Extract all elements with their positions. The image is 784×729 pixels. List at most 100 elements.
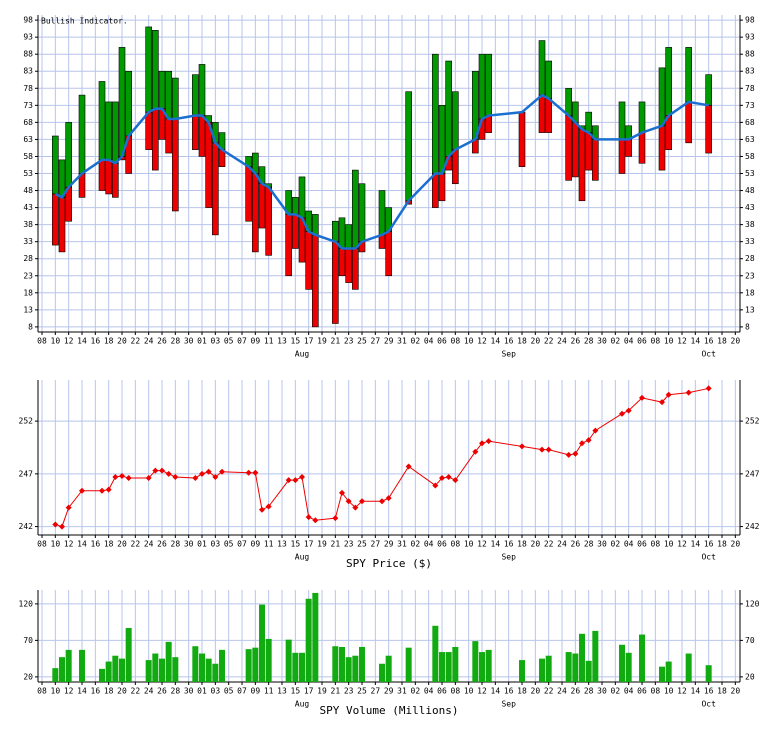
volume-bar: [472, 641, 479, 682]
price-marker: [159, 467, 165, 474]
x-tick-label: 11: [264, 540, 274, 549]
up-bar: [158, 70, 166, 110]
x-tick-label: 12: [477, 687, 487, 696]
x-tick-label: 22: [131, 687, 141, 696]
x-tick-label: 12: [64, 687, 74, 696]
up-bar: [118, 47, 126, 157]
x-tick-label: 02: [611, 337, 621, 346]
price-marker: [305, 514, 312, 521]
x-tick-label: 03: [211, 540, 221, 549]
volume-bar: [205, 658, 212, 682]
up-bar: [545, 60, 552, 99]
x-tick-label: 08: [451, 337, 461, 346]
up-bar: [585, 111, 592, 133]
month-label: Sep: [501, 350, 516, 359]
x-tick-label: 16: [504, 540, 514, 549]
price-marker: [452, 477, 459, 484]
up-bar: [345, 224, 352, 249]
up-bar: [292, 197, 299, 215]
x-tick-label: 16: [704, 337, 714, 346]
volume-bar: [145, 660, 152, 682]
volume-bar: [545, 655, 552, 682]
y-tick-label: 68: [745, 118, 755, 127]
x-tick-label: 27: [371, 337, 381, 346]
price-marker: [245, 469, 252, 476]
up-bar: [438, 105, 446, 174]
price-marker: [205, 468, 212, 475]
price-marker: [165, 470, 172, 477]
x-tick-label: 14: [491, 337, 501, 346]
volume-bar: [585, 660, 592, 682]
x-tick-label: 20: [531, 687, 541, 696]
x-tick-label: 18: [717, 687, 727, 696]
month-label: Oct: [701, 700, 716, 709]
x-tick-label: 22: [544, 337, 554, 346]
volume-bar: [292, 652, 299, 682]
volume-bar: [152, 653, 159, 682]
month-label: Oct: [701, 350, 716, 359]
y-tick-label: 48: [23, 186, 33, 195]
y-tick-label: 58: [745, 152, 755, 161]
chart-title: Bullish Indicator.: [41, 17, 128, 26]
x-tick-label: 05: [224, 540, 234, 549]
x-tick-label: 01: [197, 540, 207, 549]
up-bar: [378, 190, 386, 236]
volume-bar: [285, 639, 292, 682]
x-tick-label: 24: [557, 337, 567, 346]
y-tick-label: 28: [23, 254, 33, 263]
x-tick-label: 28: [171, 540, 181, 549]
volume-bar: [379, 663, 385, 682]
down-bar: [105, 159, 112, 195]
y-tick-label: 242: [745, 522, 760, 531]
price-marker: [112, 474, 119, 481]
x-tick-label: 22: [131, 337, 141, 346]
down-bar: [378, 234, 386, 249]
volume-bar: [299, 652, 305, 682]
up-bar: [565, 87, 572, 116]
x-tick-label: 18: [517, 540, 527, 549]
x-tick-label: 24: [144, 540, 154, 549]
volume-bar: [312, 592, 319, 682]
x-tick-label: 30: [597, 687, 607, 696]
x-tick-label: 06: [637, 337, 647, 346]
down-bar: [538, 94, 546, 133]
down-bar: [625, 139, 632, 157]
x-tick-label: 20: [531, 540, 541, 549]
down-bar: [52, 193, 59, 246]
y-tick-label: 120: [745, 599, 760, 608]
volume-bar: [165, 641, 172, 682]
volume-bar: [245, 649, 252, 682]
x-tick-label: 14: [691, 540, 701, 549]
up-bar: [432, 53, 439, 174]
price-marker: [265, 503, 272, 510]
x-tick-label: 20: [731, 687, 741, 696]
x-tick-label: 19: [317, 540, 327, 549]
up-bar: [165, 70, 172, 120]
down-bar: [338, 248, 346, 277]
down-bar: [485, 115, 492, 133]
up-bar: [665, 47, 672, 116]
y-tick-label: 242: [19, 522, 34, 531]
x-tick-label: 08: [651, 337, 661, 346]
y-tick-label: 88: [745, 50, 755, 59]
volume-bar: [705, 665, 712, 682]
up-bar: [65, 122, 72, 188]
price-marker: [79, 487, 85, 494]
y-tick-label: 98: [23, 16, 33, 25]
y-tick-label: 38: [745, 220, 755, 229]
down-bar: [685, 101, 692, 144]
x-tick-label: 25: [357, 540, 367, 549]
x-tick-label: 02: [411, 687, 421, 696]
volume-bar: [572, 653, 579, 682]
y-tick-label: 83: [23, 67, 33, 76]
y-tick-label: 20: [745, 672, 755, 681]
volume-bar: [359, 646, 365, 682]
down-bar: [165, 118, 172, 154]
month-label: Aug: [295, 350, 310, 359]
x-tick-label: 16: [504, 687, 514, 696]
y-tick-label: 63: [745, 135, 755, 144]
x-tick-label: 24: [144, 687, 154, 696]
price-marker: [585, 437, 592, 444]
x-tick-label: 08: [451, 687, 461, 696]
